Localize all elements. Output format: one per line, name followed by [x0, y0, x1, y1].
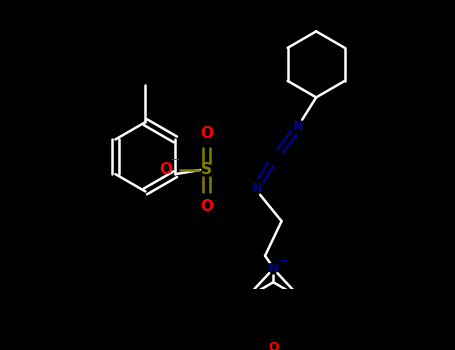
Text: +: +	[278, 256, 288, 266]
Text: O: O	[200, 126, 213, 141]
Text: N: N	[252, 182, 262, 195]
Text: O: O	[200, 199, 213, 214]
Text: N: N	[293, 120, 303, 133]
Text: O: O	[159, 162, 172, 177]
Text: −: −	[171, 155, 180, 165]
Text: S: S	[201, 162, 212, 177]
Text: N: N	[268, 262, 278, 275]
Text: O: O	[268, 341, 278, 350]
